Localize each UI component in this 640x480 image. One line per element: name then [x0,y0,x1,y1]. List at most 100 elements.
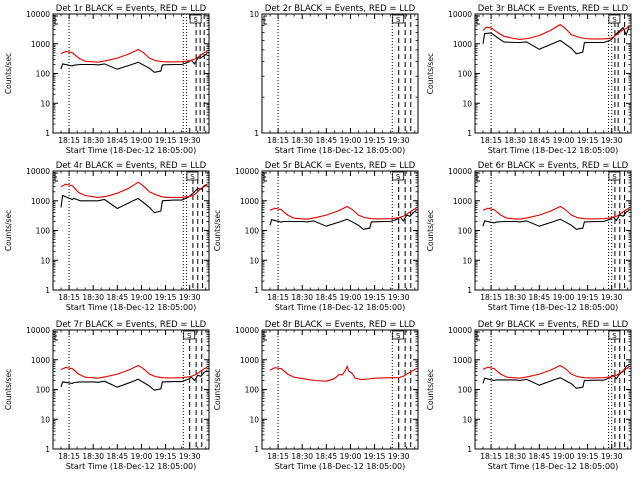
y-tick-label: 10000 [26,10,50,19]
x-tick-label: 19:15 [577,136,599,145]
y-tick-label: 100 [458,227,473,236]
flag-box [392,171,405,181]
x-tick-label: 19:00 [131,293,153,302]
y-tick-label: 1000 [240,197,259,206]
x-tick-label: 19:15 [155,452,177,461]
plot-frame [474,13,632,134]
x-tick-label: 19:00 [553,293,575,302]
start-bracket-icon [476,172,480,182]
x-tick-label: 18:30 [291,452,313,461]
y-tick-label: 10 [40,256,50,265]
y-tick-label: 100 [36,70,51,79]
flag-label: S [396,332,401,340]
start-bracket-icon [476,331,480,341]
x-tick-label: 19:00 [340,452,362,461]
start-bracket-icon [263,331,267,341]
flag-box [608,14,621,24]
detector-panel-9: Det 9r BLACK = Events, RED = LLD 1 10 100 10… [426,320,632,471]
y-tick-label: 10 [462,99,472,108]
x-tick-label: 18:30 [82,136,104,145]
y-tick-label: 100 [245,227,260,236]
y-tick-label: 10000 [235,167,259,176]
start-bracket-icon [54,172,58,182]
x-tick-label: 19:30 [179,452,201,461]
events-series-line [269,210,417,230]
y-axis-label: Counts/sec [4,369,13,410]
y-axis-label: Counts/sec [213,369,222,410]
lld-series-line [60,181,208,198]
lld-series-line [269,205,417,220]
events-series-line [482,209,630,230]
x-tick-label: 18:15 [480,136,502,145]
y-tick-label: 10 [40,99,50,108]
x-tick-label: 18:30 [504,452,526,461]
y-axis-label: Counts/sec [213,210,222,251]
flag-label: S [193,16,198,24]
x-tick-label: 19:30 [601,452,623,461]
y-tick-label: 1 [254,129,259,138]
x-axis-label: Start Time (18-Dec-12 18:05:00) [275,146,406,155]
y-tick-label: 10 [249,415,259,424]
y-tick-label: 1000 [31,197,50,206]
plot-frame [261,13,419,134]
flag-label: S [612,173,617,181]
x-tick-label: 18:30 [82,452,104,461]
plot-frame [474,170,632,291]
plot-frame [52,170,210,291]
plot-frame [52,13,210,134]
detector-panel-1: Det 1r BLACK = Events, RED = LLD 1 10 100 10… [4,4,210,155]
flag-label: S [396,173,401,181]
panel-title: Det 2r BLACK = Events, RED = LLD [265,4,416,14]
x-tick-label: 18:30 [291,293,313,302]
x-axis-label: Start Time (18-Dec-12 18:05:00) [66,462,197,471]
panel-title: Det 7r BLACK = Events, RED = LLD [56,320,207,330]
events-series-line [60,183,208,214]
x-tick-label: 19:00 [340,293,362,302]
y-tick-label: 1 [467,286,472,295]
y-tick-label: 1 [467,445,472,454]
x-tick-label: 19:15 [577,452,599,461]
y-tick-label: 1 [254,286,259,295]
lld-series-line [482,205,630,220]
x-tick-label: 19:30 [388,136,410,145]
panel-title: Det 4r BLACK = Events, RED = LLD [56,161,207,171]
flag-label: S [190,173,195,181]
x-axis-label: Start Time (18-Dec-12 18:05:00) [488,303,619,312]
y-tick-label: 10000 [26,326,50,335]
y-tick-label: 10000 [448,167,472,176]
panel-title: Det 6r BLACK = Events, RED = LLD [478,161,629,171]
plot-frame [261,170,419,291]
x-tick-label: 18:15 [480,293,502,302]
panel-title: Det 5r BLACK = Events, RED = LLD [265,161,416,171]
flag-box [186,171,199,181]
start-bracket-icon [54,331,58,341]
y-tick-label: 100 [458,386,473,395]
start-bracket-icon [476,15,480,25]
flag-label: S [612,16,617,24]
detector-panel-7: Det 7r BLACK = Events, RED = LLD 1 10 100 10… [4,320,210,471]
detector-panel-5: Det 5r BLACK = Events, RED = LLD 1 10 100 10… [213,161,419,312]
y-tick-label: 10 [249,256,259,265]
flag-box [189,14,202,24]
panel-title: Det 1r BLACK = Events, RED = LLD [56,4,207,14]
x-tick-label: 18:45 [316,293,338,302]
flag-label: S [187,332,192,340]
x-tick-label: 19:00 [553,452,575,461]
y-tick-label: 1000 [31,40,50,49]
detector-panel-2: Det 2r BLACK = Events, RED = LLD 1 10 18:15… [249,4,419,155]
x-tick-label: 18:45 [529,293,551,302]
x-axis-label: Start Time (18-Dec-12 18:05:00) [66,303,197,312]
lld-series-line [482,23,630,40]
flag-box [608,171,621,181]
y-tick-label: 1000 [453,356,472,365]
plot-frame [52,329,210,450]
y-axis-label: Counts/sec [426,210,435,251]
x-tick-label: 18:15 [267,136,289,145]
y-tick-label: 10000 [26,167,50,176]
x-tick-label: 19:15 [364,452,386,461]
x-tick-label: 19:15 [155,136,177,145]
x-tick-label: 18:15 [480,452,502,461]
y-axis-label: Counts/sec [426,369,435,410]
flag-box [392,14,405,24]
